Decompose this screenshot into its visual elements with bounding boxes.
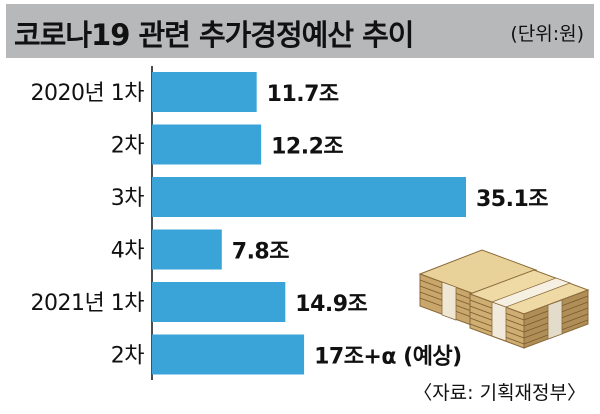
source-note: 〈자료: 기획재정부〉: [413, 382, 586, 404]
bar-5: [152, 334, 305, 375]
category-label-1: 2차: [111, 134, 144, 159]
data-label-0: 11.7조: [267, 82, 339, 107]
category-label-3: 4차: [111, 239, 144, 264]
bar-0: [152, 72, 257, 112]
data-label-2: 35.1조: [476, 187, 548, 212]
money-stack-front: [468, 269, 590, 349]
data-label-4: 14.9조: [295, 292, 367, 317]
bar-1: [152, 124, 262, 165]
bar-4: [152, 282, 286, 322]
unit-label: (단위:원): [510, 23, 584, 45]
data-label-3: 7.8조: [232, 240, 289, 265]
category-label-0: 2020년 1차: [31, 81, 145, 106]
title-bar: 코로나19 관련 추가경정예산 추이 (단위:원): [6, 4, 594, 58]
category-label-2: 3차: [111, 186, 144, 211]
money-stack-icon: [418, 249, 590, 349]
category-label-4: 2021년 1차: [31, 291, 145, 316]
bar-3: [152, 229, 222, 270]
chart-title: 코로나19 관련 추가경정예산 추이: [14, 18, 414, 52]
data-label-1: 12.2조: [271, 135, 343, 160]
category-label-5: 2차: [111, 344, 144, 369]
bar-2: [152, 177, 466, 217]
data-label-5: 17조+α (예상): [314, 345, 462, 370]
